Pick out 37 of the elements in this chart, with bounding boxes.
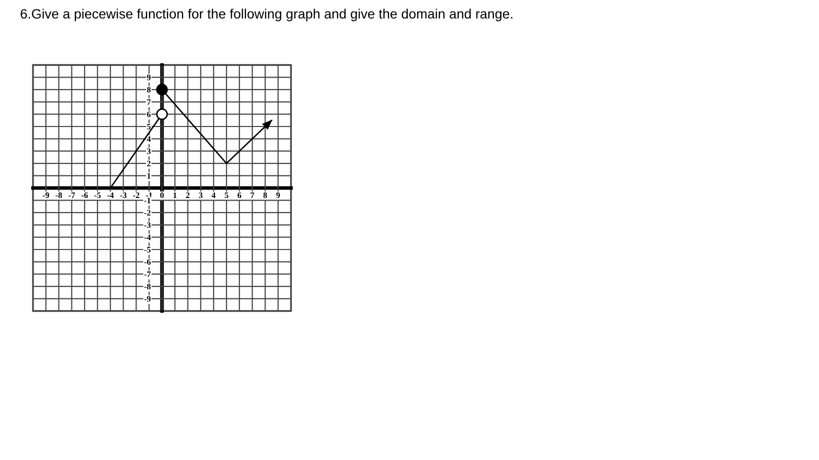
x-tick-label: 4 [212, 192, 216, 198]
y-tick-label: -7 [144, 272, 151, 277]
x-tick-label: -6 [81, 192, 88, 198]
x-tick-label: -2 [133, 192, 140, 198]
y-tick-label: -9 [144, 296, 151, 302]
x-tick-label: 7 [250, 192, 254, 198]
y-tick-label: 1 [147, 173, 150, 179]
x-tick-label: -9 [42, 192, 50, 198]
x-tick-label: 3 [198, 192, 202, 198]
y-tick-label: 8 [147, 86, 151, 93]
y-tick-label: -2 [144, 210, 151, 216]
x-tick-label: -4 [107, 192, 114, 198]
y-tick-label: -5 [144, 246, 151, 252]
x-tick-label: -8 [56, 192, 62, 198]
x-tick-label: 6 [238, 192, 242, 198]
y-tick-label: 6 [147, 112, 151, 118]
y-tick-label: 2 [147, 160, 151, 166]
y-tick-label: -3 [144, 222, 151, 228]
y-tick-label: 7 [147, 99, 151, 105]
x-tick-label: 0 [160, 192, 164, 198]
y-tick-label: 5 [147, 124, 151, 130]
x-tick-label: 8 [263, 192, 268, 198]
x-tick-label: -3 [120, 192, 126, 198]
x-tick-label: 5 [224, 192, 228, 198]
chart-title: 6.Give a piecewise function for the following graph and give the domain and range. [20, 8, 512, 22]
y-tick-label: 4 [146, 136, 151, 142]
x-tick-label: -7 [68, 192, 75, 198]
x-tick-label: 1 [173, 192, 177, 198]
y-tick-label: -8 [144, 284, 151, 290]
y-tick-label: -1 [144, 198, 150, 204]
y-tick-label: -4 [144, 234, 151, 240]
y-tick-label: -6 [144, 259, 151, 265]
y-tick-label: 9 [146, 74, 151, 80]
x-tick-label: 2 [186, 192, 190, 198]
y-tick-label: 3 [147, 148, 151, 154]
x-tick-label: -5 [94, 192, 101, 198]
x-tick-label: 9 [276, 192, 280, 198]
